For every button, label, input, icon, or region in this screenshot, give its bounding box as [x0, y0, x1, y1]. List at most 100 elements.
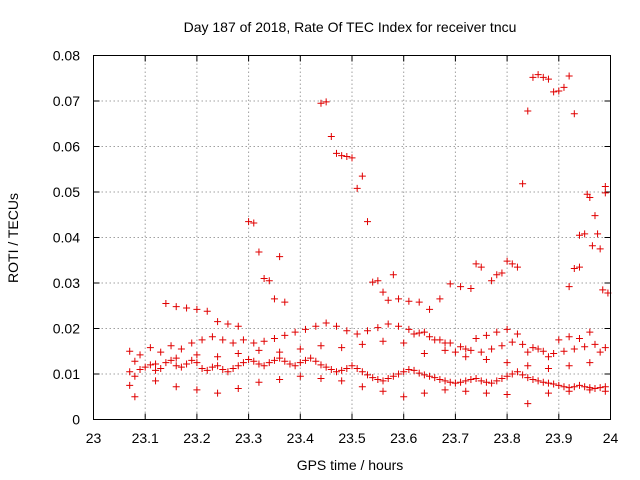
- data-point: [353, 330, 361, 338]
- data-point: [601, 189, 609, 197]
- data-point: [245, 355, 253, 363]
- data-point: [332, 368, 340, 376]
- data-point: [291, 362, 299, 370]
- data-point: [172, 354, 180, 362]
- data-point: [270, 295, 278, 303]
- data-point: [317, 361, 325, 369]
- data-point: [188, 339, 196, 347]
- axis-ticks: 23 23.1 23.2 23.3 23.4 23.5 23.6 23.7 23.8 23.9 24…: [53, 48, 619, 447]
- data-point: [400, 393, 408, 401]
- data-point: [338, 152, 346, 160]
- x-tick-label: 23.4: [287, 430, 314, 446]
- data-point: [534, 345, 542, 353]
- data-point: [364, 218, 372, 226]
- data-point: [219, 365, 227, 373]
- x-tick-label: 23.9: [545, 430, 572, 446]
- data-point: [498, 269, 506, 277]
- data-point: [379, 337, 387, 345]
- x-tick-label: 23: [86, 430, 102, 446]
- data-point: [570, 264, 578, 272]
- data-point: [374, 324, 382, 332]
- plot-frame: [93, 55, 611, 420]
- data-point: [601, 344, 609, 352]
- data-point: [570, 110, 578, 118]
- data-point: [472, 260, 480, 268]
- data-point: [239, 359, 247, 367]
- data-point: [488, 345, 496, 353]
- data-point: [208, 363, 216, 371]
- data-point: [555, 381, 563, 389]
- data-point: [276, 354, 284, 362]
- y-tick-label: 0.06: [53, 139, 80, 155]
- data-point: [586, 359, 594, 367]
- data-point: [586, 386, 594, 394]
- data-point: [183, 360, 191, 368]
- data-point: [317, 375, 325, 383]
- data-point: [126, 381, 134, 389]
- data-point: [441, 339, 449, 347]
- data-point: [270, 356, 278, 364]
- data-point: [358, 340, 366, 348]
- data-point: [534, 71, 542, 79]
- data-point: [519, 371, 527, 379]
- data-point: [193, 359, 201, 367]
- data-point: [369, 374, 377, 382]
- data-point: [405, 325, 413, 333]
- y-tick-label: 0: [72, 412, 80, 428]
- data-point: [281, 331, 289, 339]
- data-point: [136, 365, 144, 373]
- data-point: [446, 378, 454, 386]
- data-point: [296, 345, 304, 353]
- data-point: [601, 183, 609, 191]
- data-point: [183, 304, 191, 312]
- data-point: [177, 363, 185, 371]
- x-tick-label: 24: [603, 430, 619, 446]
- data-point: [281, 298, 289, 306]
- data-point: [426, 333, 434, 341]
- data-point: [327, 132, 335, 140]
- data-point: [451, 379, 459, 387]
- data-point: [596, 245, 604, 253]
- data-point: [503, 359, 511, 367]
- data-point: [312, 322, 320, 330]
- data-point: [513, 263, 521, 271]
- y-tick-label: 0.01: [53, 366, 80, 382]
- data-point: [374, 277, 382, 285]
- data-point: [286, 360, 294, 368]
- data-point: [224, 368, 232, 376]
- data-point: [260, 362, 268, 370]
- data-point: [410, 330, 418, 338]
- x-tick-label: 23.2: [183, 430, 210, 446]
- data-point: [214, 353, 222, 361]
- y-axis-label: ROTI / TECUs: [5, 193, 21, 283]
- data-point: [431, 374, 439, 382]
- data-point: [462, 345, 470, 353]
- data-point: [229, 339, 237, 347]
- data-point: [565, 283, 573, 291]
- data-point: [405, 297, 413, 305]
- data-point: [446, 280, 454, 288]
- data-point: [332, 149, 340, 157]
- data-point: [539, 378, 547, 386]
- data-point: [322, 363, 330, 371]
- data-point: [565, 387, 573, 395]
- data-point: [374, 375, 382, 383]
- data-point: [493, 328, 501, 336]
- data-point: [482, 331, 490, 339]
- data-point: [539, 347, 547, 355]
- data-point: [544, 365, 552, 373]
- data-point: [544, 379, 552, 387]
- x-tick-label: 23.7: [442, 430, 469, 446]
- data-point: [146, 344, 154, 352]
- data-point: [544, 353, 552, 361]
- data-point: [599, 286, 607, 294]
- data-point: [524, 107, 532, 115]
- data-point: [141, 363, 149, 371]
- data-point: [405, 365, 413, 373]
- data-point: [503, 390, 511, 398]
- data-point: [136, 351, 144, 359]
- data-point: [550, 88, 558, 96]
- data-point: [477, 377, 485, 385]
- data-point: [426, 372, 434, 380]
